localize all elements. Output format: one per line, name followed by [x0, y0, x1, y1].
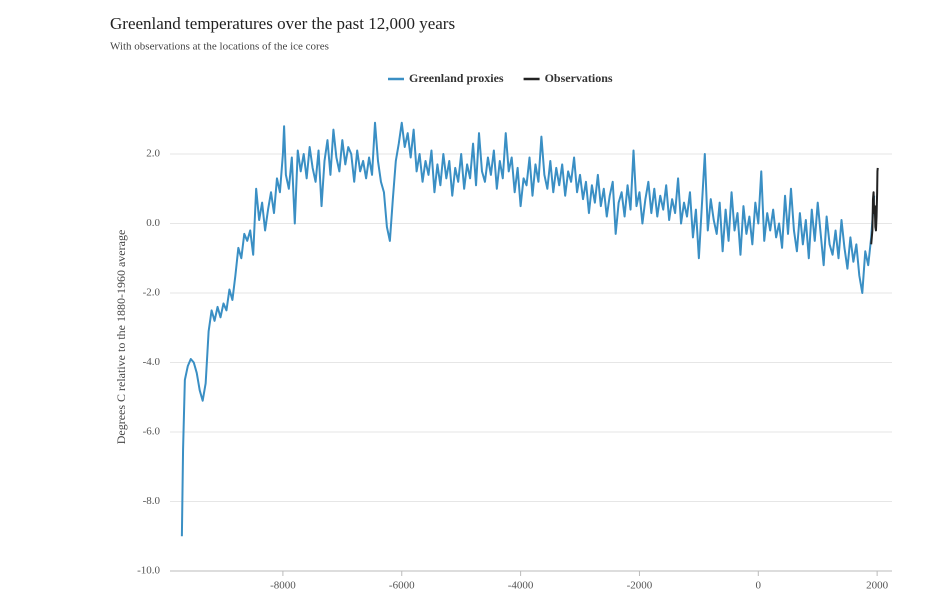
y-tick-label: -8.0 — [143, 495, 161, 507]
chart-title: Greenland temperatures over the past 12,… — [110, 14, 455, 33]
legend-label: Greenland proxies — [409, 71, 504, 85]
y-tick-label: 2.0 — [146, 148, 160, 160]
legend-label: Observations — [545, 71, 613, 85]
series-line — [180, 121, 876, 537]
x-tick-label: 0 — [756, 580, 762, 592]
y-tick-label: -6.0 — [143, 426, 161, 438]
x-tick-label: -4000 — [508, 580, 534, 592]
x-tick-label: -2000 — [627, 580, 653, 592]
x-tick-label: -8000 — [270, 580, 296, 592]
x-tick-label: -6000 — [389, 580, 415, 592]
series-line — [870, 167, 879, 245]
y-tick-label: -4.0 — [143, 356, 161, 368]
y-tick-label: 0.0 — [146, 217, 160, 229]
chart-subtitle: With observations at the locations of th… — [110, 41, 329, 53]
y-tick-label: -10.0 — [137, 565, 160, 577]
y-axis-label: Degrees C relative to the 1880-1960 aver… — [114, 230, 128, 445]
x-tick-label: 2000 — [866, 580, 889, 592]
y-tick-label: -2.0 — [143, 287, 161, 299]
